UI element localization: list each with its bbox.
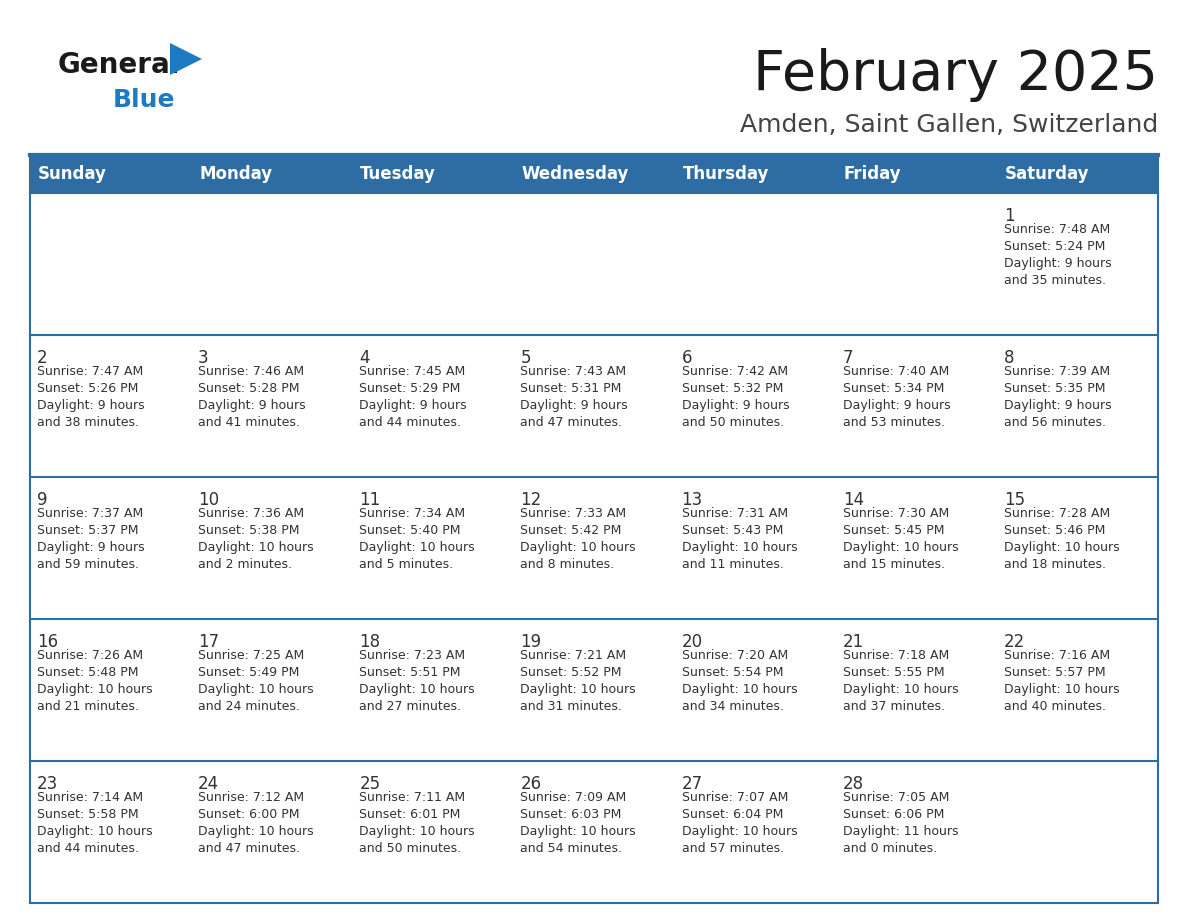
Text: 8: 8: [1004, 349, 1015, 367]
Text: Sunrise: 7:43 AM
Sunset: 5:31 PM
Daylight: 9 hours
and 47 minutes.: Sunrise: 7:43 AM Sunset: 5:31 PM Dayligh…: [520, 365, 628, 429]
Text: Sunrise: 7:40 AM
Sunset: 5:34 PM
Daylight: 9 hours
and 53 minutes.: Sunrise: 7:40 AM Sunset: 5:34 PM Dayligh…: [842, 365, 950, 429]
Text: Sunrise: 7:31 AM
Sunset: 5:43 PM
Daylight: 10 hours
and 11 minutes.: Sunrise: 7:31 AM Sunset: 5:43 PM Dayligh…: [682, 507, 797, 571]
Text: Sunrise: 7:20 AM
Sunset: 5:54 PM
Daylight: 10 hours
and 34 minutes.: Sunrise: 7:20 AM Sunset: 5:54 PM Dayligh…: [682, 649, 797, 713]
Text: Sunrise: 7:39 AM
Sunset: 5:35 PM
Daylight: 9 hours
and 56 minutes.: Sunrise: 7:39 AM Sunset: 5:35 PM Dayligh…: [1004, 365, 1112, 429]
Text: Sunrise: 7:05 AM
Sunset: 6:06 PM
Daylight: 11 hours
and 0 minutes.: Sunrise: 7:05 AM Sunset: 6:06 PM Dayligh…: [842, 791, 959, 855]
Text: Tuesday: Tuesday: [360, 165, 436, 183]
Text: Friday: Friday: [843, 165, 902, 183]
Text: Sunrise: 7:11 AM
Sunset: 6:01 PM
Daylight: 10 hours
and 50 minutes.: Sunrise: 7:11 AM Sunset: 6:01 PM Dayligh…: [359, 791, 475, 855]
Text: Wednesday: Wednesday: [522, 165, 628, 183]
Text: Sunrise: 7:47 AM
Sunset: 5:26 PM
Daylight: 9 hours
and 38 minutes.: Sunrise: 7:47 AM Sunset: 5:26 PM Dayligh…: [37, 365, 145, 429]
Bar: [30, 193, 1158, 335]
Text: 19: 19: [520, 633, 542, 651]
Text: 2: 2: [37, 349, 48, 367]
Text: 17: 17: [198, 633, 220, 651]
Text: 24: 24: [198, 775, 220, 793]
Text: Sunrise: 7:16 AM
Sunset: 5:57 PM
Daylight: 10 hours
and 40 minutes.: Sunrise: 7:16 AM Sunset: 5:57 PM Dayligh…: [1004, 649, 1119, 713]
Text: Saturday: Saturday: [1005, 165, 1089, 183]
Text: Thursday: Thursday: [683, 165, 769, 183]
Text: General: General: [58, 51, 181, 79]
Text: 12: 12: [520, 491, 542, 509]
Text: Sunrise: 7:28 AM
Sunset: 5:46 PM
Daylight: 10 hours
and 18 minutes.: Sunrise: 7:28 AM Sunset: 5:46 PM Dayligh…: [1004, 507, 1119, 571]
Text: Sunrise: 7:18 AM
Sunset: 5:55 PM
Daylight: 10 hours
and 37 minutes.: Sunrise: 7:18 AM Sunset: 5:55 PM Dayligh…: [842, 649, 959, 713]
Text: 16: 16: [37, 633, 58, 651]
Text: Sunrise: 7:09 AM
Sunset: 6:03 PM
Daylight: 10 hours
and 54 minutes.: Sunrise: 7:09 AM Sunset: 6:03 PM Dayligh…: [520, 791, 636, 855]
Text: Sunrise: 7:26 AM
Sunset: 5:48 PM
Daylight: 10 hours
and 21 minutes.: Sunrise: 7:26 AM Sunset: 5:48 PM Dayligh…: [37, 649, 152, 713]
Text: Blue: Blue: [113, 88, 176, 112]
Text: Sunrise: 7:12 AM
Sunset: 6:00 PM
Daylight: 10 hours
and 47 minutes.: Sunrise: 7:12 AM Sunset: 6:00 PM Dayligh…: [198, 791, 314, 855]
Text: 26: 26: [520, 775, 542, 793]
Text: 22: 22: [1004, 633, 1025, 651]
Text: 11: 11: [359, 491, 380, 509]
Text: Sunrise: 7:45 AM
Sunset: 5:29 PM
Daylight: 9 hours
and 44 minutes.: Sunrise: 7:45 AM Sunset: 5:29 PM Dayligh…: [359, 365, 467, 429]
Text: 27: 27: [682, 775, 702, 793]
Text: Amden, Saint Gallen, Switzerland: Amden, Saint Gallen, Switzerland: [740, 113, 1158, 137]
Text: Sunrise: 7:46 AM
Sunset: 5:28 PM
Daylight: 9 hours
and 41 minutes.: Sunrise: 7:46 AM Sunset: 5:28 PM Dayligh…: [198, 365, 305, 429]
Text: 23: 23: [37, 775, 58, 793]
Text: 5: 5: [520, 349, 531, 367]
Text: 28: 28: [842, 775, 864, 793]
Text: 20: 20: [682, 633, 702, 651]
Bar: [30, 477, 1158, 619]
Text: 18: 18: [359, 633, 380, 651]
Text: Sunrise: 7:23 AM
Sunset: 5:51 PM
Daylight: 10 hours
and 27 minutes.: Sunrise: 7:23 AM Sunset: 5:51 PM Dayligh…: [359, 649, 475, 713]
Text: Sunrise: 7:21 AM
Sunset: 5:52 PM
Daylight: 10 hours
and 31 minutes.: Sunrise: 7:21 AM Sunset: 5:52 PM Dayligh…: [520, 649, 636, 713]
Text: Sunrise: 7:14 AM
Sunset: 5:58 PM
Daylight: 10 hours
and 44 minutes.: Sunrise: 7:14 AM Sunset: 5:58 PM Dayligh…: [37, 791, 152, 855]
Text: Sunrise: 7:34 AM
Sunset: 5:40 PM
Daylight: 10 hours
and 5 minutes.: Sunrise: 7:34 AM Sunset: 5:40 PM Dayligh…: [359, 507, 475, 571]
Text: 6: 6: [682, 349, 693, 367]
Text: Sunday: Sunday: [38, 165, 107, 183]
Text: 1: 1: [1004, 207, 1015, 225]
Text: Sunrise: 7:07 AM
Sunset: 6:04 PM
Daylight: 10 hours
and 57 minutes.: Sunrise: 7:07 AM Sunset: 6:04 PM Dayligh…: [682, 791, 797, 855]
Text: Sunrise: 7:25 AM
Sunset: 5:49 PM
Daylight: 10 hours
and 24 minutes.: Sunrise: 7:25 AM Sunset: 5:49 PM Dayligh…: [198, 649, 314, 713]
Bar: [30, 155, 1158, 193]
Polygon shape: [170, 43, 202, 75]
Text: 9: 9: [37, 491, 48, 509]
Text: 14: 14: [842, 491, 864, 509]
Text: 21: 21: [842, 633, 864, 651]
Text: 13: 13: [682, 491, 703, 509]
Text: 15: 15: [1004, 491, 1025, 509]
Text: 25: 25: [359, 775, 380, 793]
Text: 3: 3: [198, 349, 209, 367]
Text: Monday: Monday: [200, 165, 272, 183]
Text: Sunrise: 7:37 AM
Sunset: 5:37 PM
Daylight: 9 hours
and 59 minutes.: Sunrise: 7:37 AM Sunset: 5:37 PM Dayligh…: [37, 507, 145, 571]
Bar: [30, 335, 1158, 477]
Text: Sunrise: 7:30 AM
Sunset: 5:45 PM
Daylight: 10 hours
and 15 minutes.: Sunrise: 7:30 AM Sunset: 5:45 PM Dayligh…: [842, 507, 959, 571]
Text: 4: 4: [359, 349, 369, 367]
Bar: [30, 761, 1158, 903]
Text: 7: 7: [842, 349, 853, 367]
Text: February 2025: February 2025: [753, 48, 1158, 102]
Text: Sunrise: 7:42 AM
Sunset: 5:32 PM
Daylight: 9 hours
and 50 minutes.: Sunrise: 7:42 AM Sunset: 5:32 PM Dayligh…: [682, 365, 789, 429]
Text: Sunrise: 7:48 AM
Sunset: 5:24 PM
Daylight: 9 hours
and 35 minutes.: Sunrise: 7:48 AM Sunset: 5:24 PM Dayligh…: [1004, 223, 1112, 287]
Text: Sunrise: 7:36 AM
Sunset: 5:38 PM
Daylight: 10 hours
and 2 minutes.: Sunrise: 7:36 AM Sunset: 5:38 PM Dayligh…: [198, 507, 314, 571]
Text: 10: 10: [198, 491, 220, 509]
Bar: [30, 619, 1158, 761]
Text: Sunrise: 7:33 AM
Sunset: 5:42 PM
Daylight: 10 hours
and 8 minutes.: Sunrise: 7:33 AM Sunset: 5:42 PM Dayligh…: [520, 507, 636, 571]
